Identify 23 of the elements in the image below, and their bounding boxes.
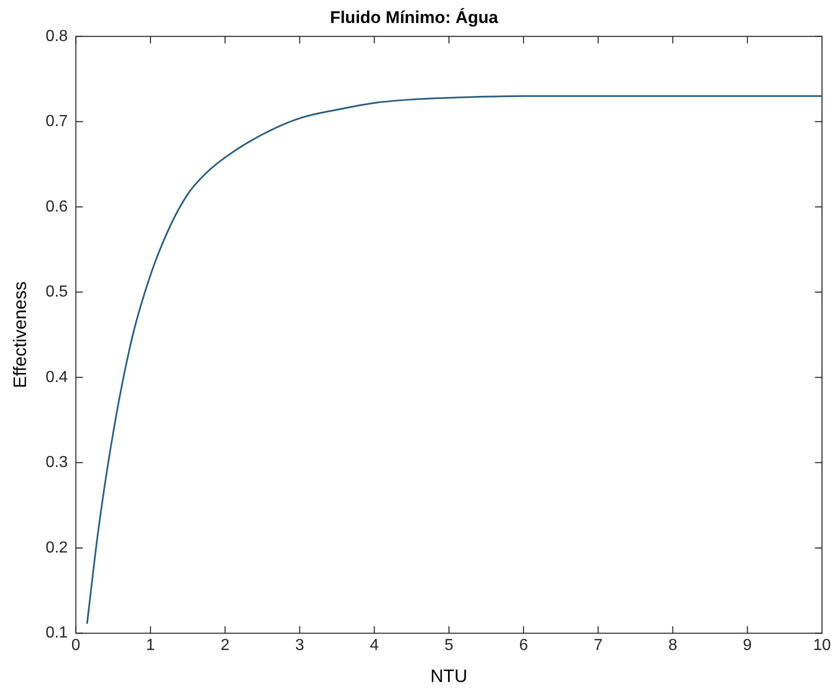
chart-title: Fluido Mínimo: Água <box>330 6 499 27</box>
x-tick-label: 0 <box>71 637 80 654</box>
y-tick-label: 0.7 <box>46 113 68 130</box>
x-tick-label: 2 <box>220 637 230 654</box>
x-axis-title: NTU <box>430 666 468 686</box>
y-tick-label: 0.6 <box>46 198 68 216</box>
x-tick-label: 5 <box>444 637 454 654</box>
x-tick-label: 7 <box>594 637 603 654</box>
y-axis-title: Effectiveness <box>10 281 30 388</box>
x-tick-label: 10 <box>813 637 831 654</box>
y-tick-label: 0.4 <box>46 368 68 386</box>
y-tick-label: 0.3 <box>46 454 68 472</box>
x-tick-label: 8 <box>668 637 678 654</box>
y-tick-label: 0.5 <box>46 284 68 301</box>
x-tick-label: 9 <box>742 637 752 654</box>
line-series <box>86 95 822 625</box>
y-tick-label: 0.2 <box>46 539 68 556</box>
x-tick-label: 4 <box>370 637 379 654</box>
x-tick-label: 6 <box>519 637 528 654</box>
y-tick-label: 0.8 <box>46 28 68 45</box>
y-tick-label: 0.1 <box>46 624 68 642</box>
x-tick-label: 3 <box>295 637 304 654</box>
x-tick-label: 1 <box>146 637 156 654</box>
